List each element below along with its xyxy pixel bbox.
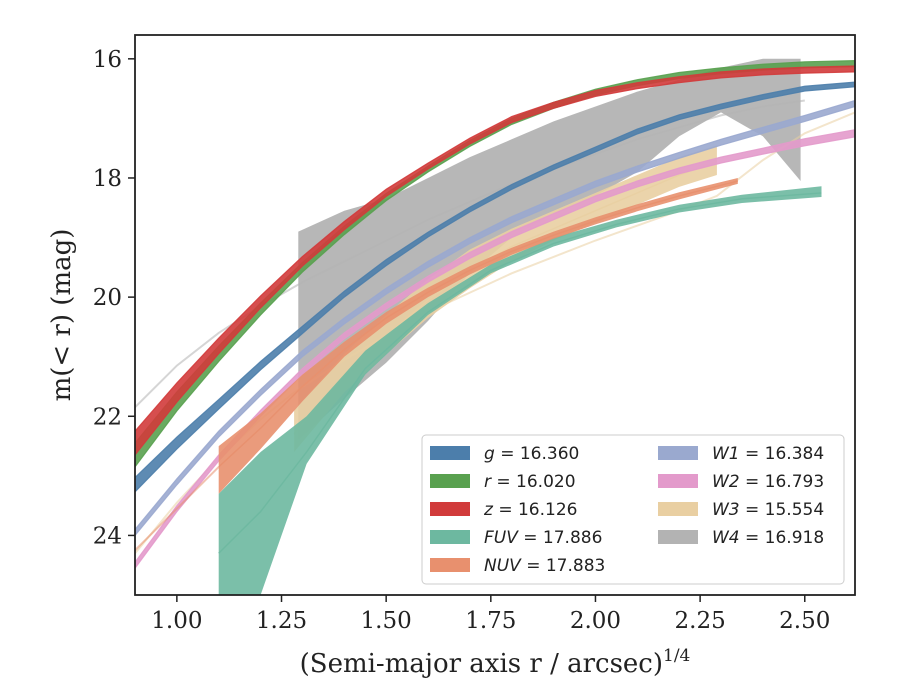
legend-swatch-w1 xyxy=(658,446,698,460)
legend-label-w1: W1 = 16.384 xyxy=(712,444,824,464)
legend-label-g: g = 16.360 xyxy=(484,444,579,464)
legend-label-fuv: FUV = 17.886 xyxy=(484,528,602,548)
legend-label-nuv: NUV = 17.883 xyxy=(484,556,605,576)
y-axis: 16 18 20 22 24 xyxy=(93,47,135,549)
plot-area xyxy=(135,58,855,595)
y-tick-label: 18 xyxy=(93,166,122,192)
legend-swatch-fuv xyxy=(430,530,470,544)
legend: g = 16.360 r = 16.020 z = 16.126 FUV = 17.8… xyxy=(421,434,845,585)
legend-label-z: z = 16.126 xyxy=(483,500,577,520)
series-nuv-extrapolation xyxy=(135,466,220,552)
legend-swatch-nuv xyxy=(430,558,470,572)
x-axis: 1.00 1.25 1.50 1.75 2.00 2.25 2.50 xyxy=(151,595,830,634)
y-axis-label: m(< r) (mag) xyxy=(47,229,77,402)
x-tick-label: 2.50 xyxy=(779,608,830,634)
x-tick-label: 1.75 xyxy=(465,608,516,634)
y-tick-label: 22 xyxy=(93,404,122,430)
series-fuv-band xyxy=(218,186,822,595)
x-tick-label: 1.25 xyxy=(256,608,307,634)
x-tick-label: 1.50 xyxy=(361,608,412,634)
legend-frame xyxy=(421,434,845,585)
series-g-band xyxy=(135,81,855,493)
series-z-band xyxy=(135,65,855,456)
x-tick-label: 2.00 xyxy=(570,608,621,634)
legend-swatch-w2 xyxy=(658,474,698,488)
x-tick-label: 1.00 xyxy=(151,608,202,634)
plot-frame xyxy=(134,34,856,596)
x-axis-label: (Semi-major axis r / arcsec)1/4 xyxy=(300,646,691,679)
series-w1-band xyxy=(135,99,855,537)
y-tick-label: 20 xyxy=(93,285,122,311)
x-tick-label: 2.25 xyxy=(675,608,726,634)
legend-swatch-w4 xyxy=(658,530,698,544)
legend-swatch-w3 xyxy=(658,502,698,516)
legend-swatch-r xyxy=(430,474,470,488)
legend-swatch-z xyxy=(430,502,470,516)
series-w3-band xyxy=(294,145,717,452)
series-nuv-line xyxy=(218,180,738,468)
series-fuv-line xyxy=(218,192,822,554)
x-axis-label-text: (Semi-major axis r / arcsec) xyxy=(300,649,663,679)
legend-label-w2: W2 = 16.793 xyxy=(712,472,824,492)
series-w2-band xyxy=(135,129,855,570)
legend-swatch-g xyxy=(430,446,470,460)
legend-label-w4: W4 = 16.918 xyxy=(712,528,824,548)
y-tick-label: 24 xyxy=(93,523,122,549)
legend-label-r: r = 16.020 xyxy=(484,472,576,492)
legend-label-w3: W3 = 15.554 xyxy=(712,500,824,520)
y-tick-label: 16 xyxy=(93,47,122,73)
x-axis-label-exponent: 1/4 xyxy=(663,646,690,666)
